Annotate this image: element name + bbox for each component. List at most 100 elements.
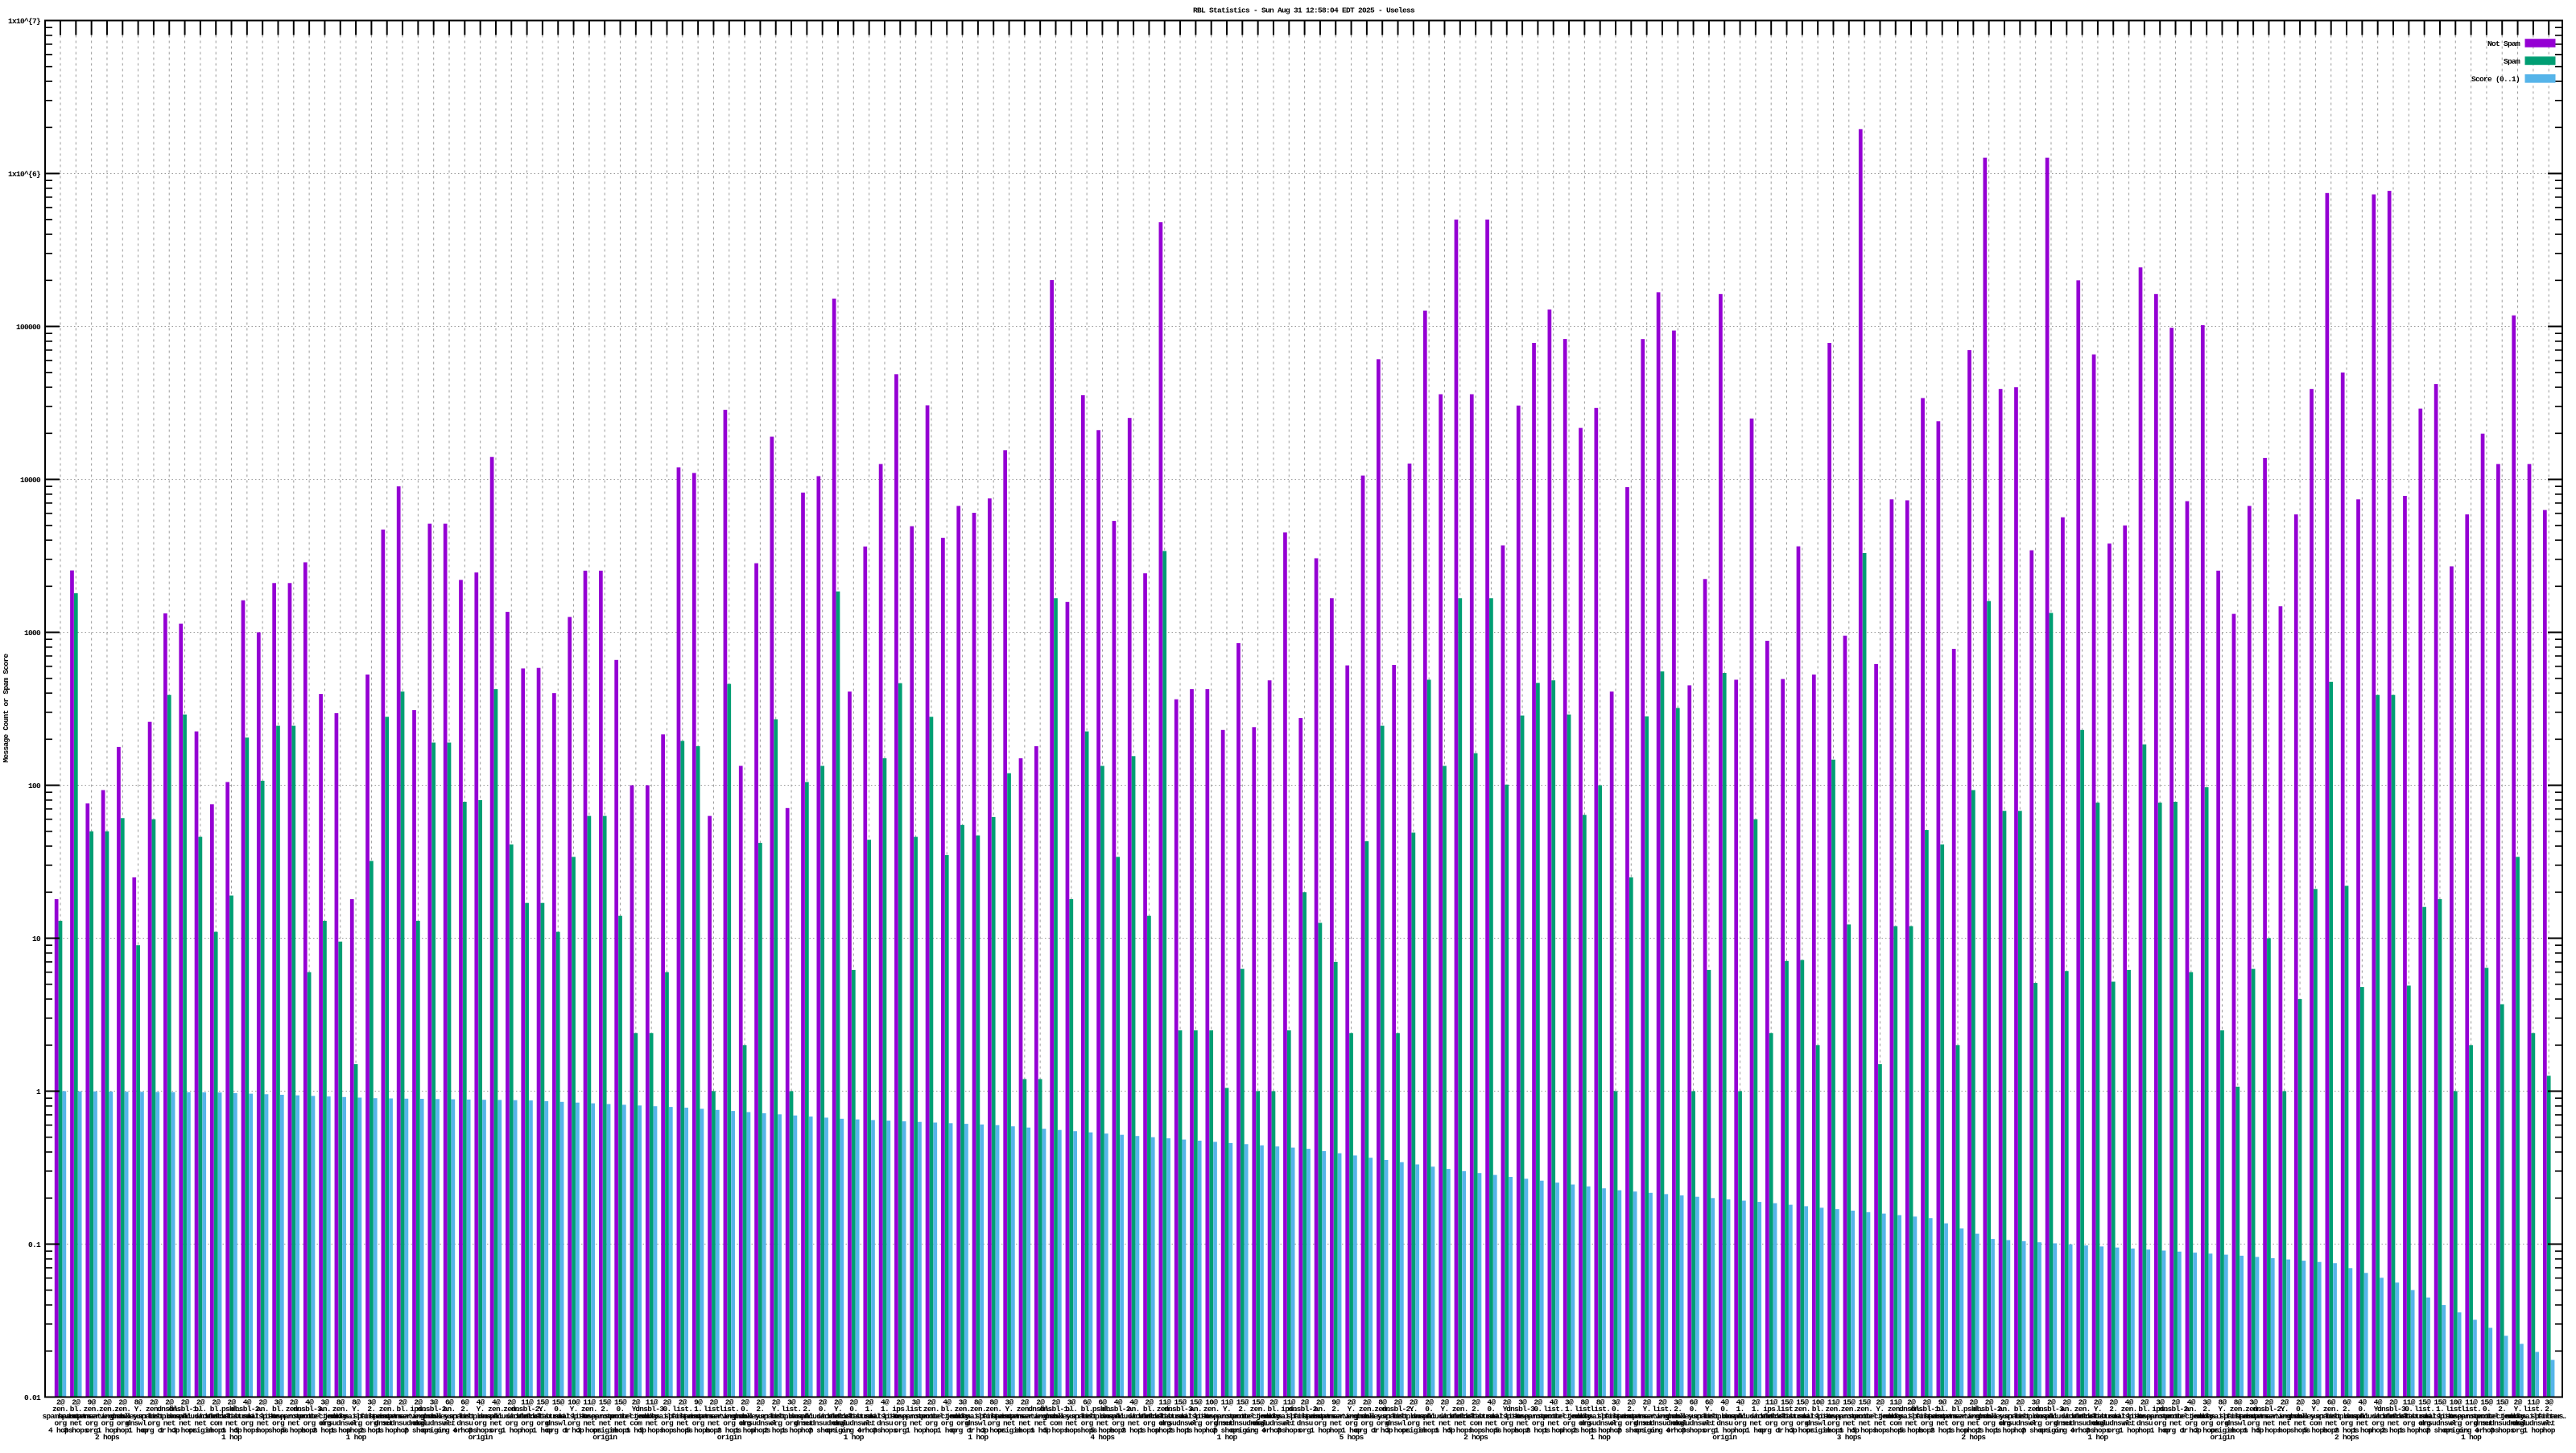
- svg-text:dnsudnsudnswl.: dnsudnsudnswl.: [2474, 1419, 2530, 1428]
- svg-text:2@: 2@: [896, 1398, 905, 1407]
- svg-text:1 hop: 1 hop: [2150, 1426, 2171, 1434]
- svg-text:0.: 0.: [1487, 1405, 1495, 1414]
- svg-text:bl.: bl.: [70, 1405, 82, 1414]
- svg-text:hop: hop: [2014, 1426, 2027, 1434]
- svg-text:junkemailfilter.: junkemailfilter.: [1879, 1412, 1943, 1421]
- svg-text:org: org: [101, 1419, 114, 1428]
- svg-text:dnsbl-2.: dnsbl-2.: [511, 1405, 543, 1414]
- svg-text:blocklist.de.: blocklist.de.: [1761, 1412, 1813, 1421]
- svg-text:org or: org or: [1246, 1426, 1271, 1434]
- svg-text:list.dnswl.: list.dnswl.: [769, 1412, 813, 1421]
- svg-text:0.: 0.: [1534, 1405, 1542, 1414]
- svg-text:org: org: [988, 1419, 1001, 1428]
- svg-text:dnsbl-1.: dnsbl-1.: [169, 1405, 201, 1414]
- svg-text:barracudacentral.: barracudacentral.: [2033, 1412, 2101, 1421]
- svg-text:dnswl.: dnswl.: [110, 1412, 134, 1421]
- svg-text:4 hops: 4 hops: [1090, 1433, 1115, 1442]
- svg-text:whitelist.: whitelist.: [2062, 1412, 2103, 1421]
- svg-text:4@: 4@: [2125, 1398, 2134, 1407]
- svg-text:2@: 2@: [1472, 1398, 1480, 1407]
- svg-text:listspam.: listspam.: [260, 1412, 296, 1421]
- svg-text:net: net: [2387, 1419, 2399, 1428]
- svg-text:5 hops: 5 hops: [282, 1426, 307, 1434]
- svg-text:org or: org or: [437, 1426, 462, 1434]
- svg-text:100000: 100000: [16, 323, 41, 332]
- svg-text:spameatingmonkey.: spameatingmonkey.: [1006, 1412, 1075, 1421]
- svg-text:2@: 2@: [1456, 1398, 1465, 1407]
- svg-text:net: net: [1874, 1419, 1886, 1428]
- svg-text:org: org: [1532, 1419, 1545, 1428]
- svg-text:8@: 8@: [1596, 1398, 1605, 1407]
- svg-text:org or: org or: [951, 1426, 976, 1434]
- svg-text:surriel.: surriel.: [1848, 1412, 1880, 1421]
- svg-text:zen.: zen.: [1888, 1405, 1904, 1414]
- svg-text:sorbs.: sorbs.: [951, 1412, 975, 1421]
- svg-text:dnswl.: dnswl.: [1385, 1419, 1410, 1428]
- svg-text:com: com: [630, 1419, 642, 1428]
- svg-text:spamcop.: spamcop.: [1071, 1412, 1103, 1421]
- svg-text:org: org: [832, 1419, 844, 1428]
- svg-text:an.: an.: [443, 1405, 455, 1414]
- svg-text:8@: 8@: [2218, 1398, 2227, 1407]
- svg-text:2@: 2@: [258, 1398, 267, 1407]
- svg-text:2@: 2@: [1643, 1398, 1652, 1407]
- svg-text:list.dnswl.: list.dnswl.: [147, 1412, 192, 1421]
- svg-text:shops: shops: [346, 1426, 367, 1434]
- svg-text:1 hop: 1 hop: [781, 1426, 802, 1434]
- svg-text:ips.: ips.: [1281, 1405, 1297, 1414]
- svg-text:2@: 2@: [834, 1398, 843, 1407]
- svg-text:9@: 9@: [694, 1398, 703, 1407]
- svg-text:dnsu: dnsu: [1297, 1419, 1314, 1428]
- svg-text:15@: 15@: [2434, 1398, 2446, 1407]
- svg-text:dnsu: dnsu: [877, 1419, 894, 1428]
- svg-text:net: net: [2543, 1419, 2555, 1428]
- svg-text:list.: list.: [719, 1405, 739, 1414]
- svg-text:3@: 3@: [2311, 1398, 2320, 1407]
- svg-text:zen.: zen.: [1359, 1405, 1375, 1414]
- svg-text:bl.: bl.: [1936, 1405, 1948, 1414]
- svg-text:list.: list.: [781, 1405, 801, 1414]
- svg-text:dnsudnswl.: dnsudnswl.: [1160, 1419, 1200, 1428]
- svg-text:surriel.: surriel.: [604, 1412, 636, 1421]
- svg-text:org: org: [241, 1419, 254, 1428]
- svg-text:interserver.: interserver.: [1001, 1412, 1049, 1421]
- svg-text:zen.: zen.: [1825, 1405, 1841, 1414]
- svg-text:org: org: [1625, 1419, 1638, 1428]
- svg-text:hop: hop: [2138, 1426, 2151, 1434]
- svg-text:org: org: [2418, 1419, 2431, 1428]
- svg-text:spamcop.: spamcop.: [760, 1412, 792, 1421]
- svg-text:uceprotect.: uceprotect.: [583, 1412, 627, 1421]
- svg-text:uceprotect.: uceprotect.: [1516, 1412, 1560, 1421]
- svg-text:origin: origin: [1635, 1426, 1660, 1434]
- svg-text:2@: 2@: [772, 1398, 781, 1407]
- svg-text:0.: 0.: [741, 1405, 749, 1414]
- svg-text:2@: 2@: [927, 1398, 936, 1407]
- svg-text:blocklist.de.: blocklist.de.: [2071, 1412, 2124, 1421]
- svg-text:4@: 4@: [1129, 1398, 1138, 1407]
- svg-text:zen.: zen.: [955, 1405, 971, 1414]
- svg-text:2@: 2@: [2296, 1398, 2305, 1407]
- svg-text:1 hop: 1 hop: [844, 1433, 865, 1442]
- svg-text:2@: 2@: [756, 1398, 765, 1407]
- svg-text:3 hops: 3 hops: [2086, 1426, 2111, 1434]
- svg-text:junkemailfilter.: junkemailfilter.: [1257, 1412, 1321, 1421]
- svg-text:2@: 2@: [212, 1398, 221, 1407]
- svg-text:org: org: [85, 1419, 98, 1428]
- svg-text:whitelist.: whitelist.: [1751, 1412, 1791, 1421]
- svg-text:Y.: Y.: [772, 1405, 780, 1414]
- svg-text:3 hops: 3 hops: [469, 1426, 493, 1434]
- svg-text:net: net: [1065, 1419, 1077, 1428]
- svg-text:0.: 0.: [2296, 1405, 2304, 1414]
- svg-text:net: net: [1967, 1419, 1979, 1428]
- svg-text:2@: 2@: [2140, 1398, 2149, 1407]
- svg-text:bl.: bl.: [1065, 1405, 1077, 1414]
- svg-text:org: org: [272, 1419, 285, 1428]
- svg-text:2@: 2@: [2016, 1398, 2025, 1407]
- svg-text:shops: shops: [1154, 1426, 1175, 1434]
- svg-text:psbl.surriel.: psbl.surriel.: [112, 1412, 164, 1421]
- svg-text:sorbs.: sorbs.: [2194, 1412, 2219, 1421]
- svg-text:uceprotect.: uceprotect.: [1827, 1412, 1871, 1421]
- svg-text:15@: 15@: [614, 1398, 627, 1407]
- svg-text:2@: 2@: [72, 1398, 80, 1407]
- svg-text:2 hops: 2 hops: [2334, 1433, 2359, 1442]
